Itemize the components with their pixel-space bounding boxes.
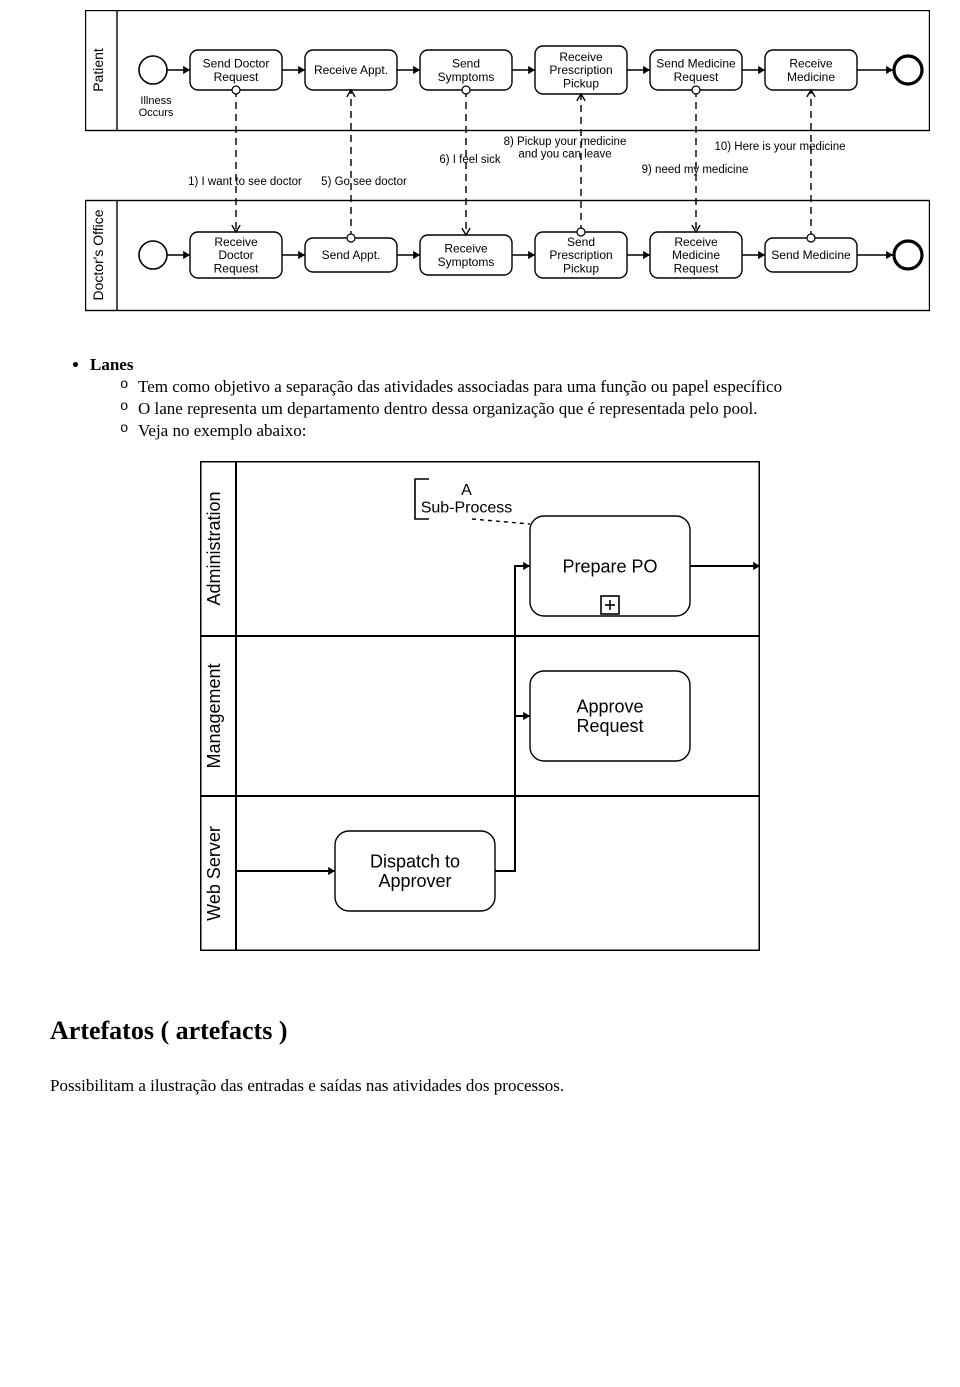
bullet-title: Lanes Tem como objetivo a separação das …	[90, 355, 960, 441]
svg-text:ReceiveMedicine: ReceiveMedicine	[787, 57, 835, 84]
sub-bullet: Veja no exemplo abaixo:	[120, 421, 960, 441]
svg-text:Prepare PO: Prepare PO	[562, 556, 657, 576]
sub-bullet: Tem como objetivo a separação das ativid…	[120, 377, 960, 397]
svg-text:Send Appt.: Send Appt.	[322, 248, 381, 262]
bpmn-lanes-diagram: Administration Management Web Server Prepar…	[200, 461, 760, 951]
svg-text:10) Here is your medicine: 10) Here is your medicine	[714, 141, 845, 153]
svg-text:6) I feel sick: 6) I feel sick	[439, 154, 501, 166]
svg-text:Administration: Administration	[204, 491, 224, 605]
svg-text:IllnessOccurs: IllnessOccurs	[139, 95, 174, 119]
svg-text:1) I want to see doctor: 1) I want to see doctor	[188, 176, 302, 188]
svg-text:8) Pickup your medicineand you: 8) Pickup your medicineand you can leave	[504, 136, 627, 161]
svg-text:Patient: Patient	[90, 48, 106, 92]
section-heading-artefatos: Artefatos ( artefacts )	[50, 1016, 960, 1046]
diagram-pools: Patient Doctor's Office IllnessOccurs Send …	[85, 10, 960, 325]
svg-text:Management: Management	[204, 663, 224, 768]
svg-text:Receive Appt.: Receive Appt.	[314, 63, 388, 77]
svg-text:ApproveRequest: ApproveRequest	[576, 696, 643, 736]
svg-text:ReceiveDoctorRequest: ReceiveDoctorRequest	[214, 235, 259, 275]
diagram-lanes: Administration Management Web Server Prepar…	[200, 461, 960, 956]
section-paragraph: Possibilitam a ilustração das entradas e…	[50, 1076, 840, 1096]
sub-bullet: O lane representa um departamento dentro…	[120, 399, 960, 419]
svg-text:5) Go see doctor: 5) Go see doctor	[321, 176, 407, 188]
svg-text:Web Server: Web Server	[204, 826, 224, 921]
svg-text:Doctor's Office: Doctor's Office	[90, 209, 106, 300]
svg-text:ReceiveSymptoms: ReceiveSymptoms	[438, 242, 495, 269]
svg-text:ReceiveMedicineRequest: ReceiveMedicineRequest	[672, 235, 720, 275]
svg-text:Dispatch toApprover: Dispatch toApprover	[370, 851, 460, 891]
svg-text:Send Medicine: Send Medicine	[771, 248, 851, 262]
bullet-list-lanes: Lanes Tem como objetivo a separação das …	[0, 355, 960, 441]
sub-bullets: Tem como objetivo a separação das ativid…	[90, 377, 960, 441]
svg-text:ASub-Process: ASub-Process	[421, 482, 513, 517]
bpmn-pool-diagram: Patient Doctor's Office IllnessOccurs Send …	[85, 10, 930, 320]
svg-text:9) need my medicine: 9) need my medicine	[642, 164, 749, 176]
